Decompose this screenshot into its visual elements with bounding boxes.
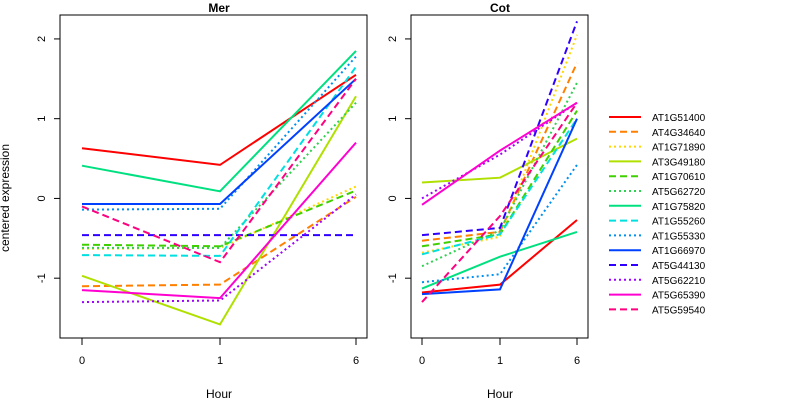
panel-cot-y-tick-label: 0 bbox=[387, 195, 399, 201]
legend-label: AT1G70610 bbox=[652, 172, 706, 183]
panel-cot-line-at1g66970 bbox=[421, 118, 578, 296]
legend-label: AT1G71890 bbox=[652, 143, 706, 154]
panel-mer-y-axis: -1 0 1 2 bbox=[36, 36, 60, 283]
panel-mer-series bbox=[81, 50, 357, 326]
panel-mer-line-at1g75820 bbox=[81, 50, 357, 193]
legend-label: AT5G59540 bbox=[652, 305, 706, 316]
panel-cot-x-tick-label: 1 bbox=[497, 355, 503, 367]
legend-label: AT1G66970 bbox=[652, 246, 706, 257]
panel-mer-x-tick-label: 0 bbox=[79, 355, 85, 367]
panel-cot-line-at5g62210 bbox=[421, 101, 578, 200]
panel-mer-title: Mer bbox=[208, 1, 230, 15]
legend: AT1G51400 AT4G34640 AT1G71890 AT3G49180 AT1G… bbox=[609, 113, 706, 316]
panel-cot-x-axis: 0 1 6 bbox=[419, 338, 580, 367]
panel-cot-y-tick-label: 1 bbox=[387, 116, 399, 122]
y-axis-label: centered expression bbox=[0, 144, 12, 252]
legend-label: AT4G34640 bbox=[652, 128, 706, 139]
panel-cot-line-at5g59540 bbox=[421, 102, 578, 303]
panel-mer-line-at1g55330 bbox=[81, 55, 357, 211]
panel-cot-line-at1g51400 bbox=[421, 219, 578, 294]
panel-mer-line-at4g34640 bbox=[81, 195, 357, 288]
panel-mer-line-at5g65390 bbox=[81, 141, 357, 300]
panel-mer-frame bbox=[59, 14, 368, 339]
panel-cot-x-axis-label: Hour bbox=[487, 387, 513, 400]
panel-cot-series bbox=[421, 21, 578, 303]
legend-label: AT5G62720 bbox=[652, 187, 706, 198]
panel-mer-line-at1g71890 bbox=[81, 185, 357, 250]
panel-cot-line-at5g62720 bbox=[421, 82, 578, 268]
panel-cot-line-at5g65390 bbox=[421, 101, 578, 206]
legend-label: AT3G49180 bbox=[652, 157, 706, 168]
panel-cot-line-at1g71890 bbox=[421, 34, 578, 254]
panel-cot-y-tick-label: -1 bbox=[387, 273, 399, 283]
panel-cot-x-tick-label: 6 bbox=[574, 355, 580, 367]
panel-mer-line-at1g51400 bbox=[81, 73, 357, 166]
panel-cot-y-tick-label: 2 bbox=[387, 36, 399, 42]
legend-label: AT5G44130 bbox=[652, 261, 706, 272]
panel-mer-line-at5g62210 bbox=[81, 193, 357, 304]
legend-label: AT1G55260 bbox=[652, 217, 706, 228]
legend-label: AT5G62210 bbox=[652, 276, 706, 287]
panel-cot: Cot Hour -1 0 1 2 0 1 6 bbox=[387, 1, 589, 400]
panel-cot-line-at5g44130 bbox=[421, 21, 578, 237]
legend-label: AT1G55330 bbox=[652, 231, 706, 242]
legend-label: AT1G75820 bbox=[652, 202, 706, 213]
panel-mer-line-at5g59540 bbox=[81, 78, 357, 264]
panel-cot-y-axis: -1 0 1 2 bbox=[387, 36, 411, 283]
legend-label: AT5G65390 bbox=[652, 291, 706, 302]
panel-mer-line-at1g55260 bbox=[81, 66, 357, 257]
panel-cot-line-at1g55330 bbox=[421, 164, 578, 284]
panel-mer-line-at1g66970 bbox=[82, 78, 357, 205]
panel-mer-x-tick-label: 1 bbox=[217, 355, 223, 367]
legend-label: AT1G51400 bbox=[652, 113, 706, 124]
panel-cot-line-at3g49180 bbox=[421, 137, 578, 184]
panel-mer-y-tick-label: -1 bbox=[36, 273, 48, 283]
panel-mer-y-tick-label: 0 bbox=[36, 195, 48, 201]
panel-cot-line-at1g75820 bbox=[421, 230, 578, 290]
panel-mer-y-tick-label: 1 bbox=[36, 116, 48, 122]
panel-cot-x-tick-label: 0 bbox=[419, 355, 425, 367]
panel-mer-x-axis: 0 1 6 bbox=[79, 338, 359, 367]
panel-mer-line-at5g62720 bbox=[82, 102, 357, 249]
panel-mer-x-axis-label: Hour bbox=[206, 387, 232, 400]
panel-mer-y-tick-label: 2 bbox=[36, 36, 48, 42]
panel-mer: Mer Hour -1 0 1 2 0 1 6 bbox=[36, 1, 368, 400]
panel-mer-x-tick-label: 6 bbox=[353, 355, 359, 367]
panel-cot-line-at1g55260 bbox=[421, 118, 578, 256]
panel-mer-line-at1g70610 bbox=[81, 189, 357, 248]
panel-cot-title: Cot bbox=[490, 1, 510, 15]
